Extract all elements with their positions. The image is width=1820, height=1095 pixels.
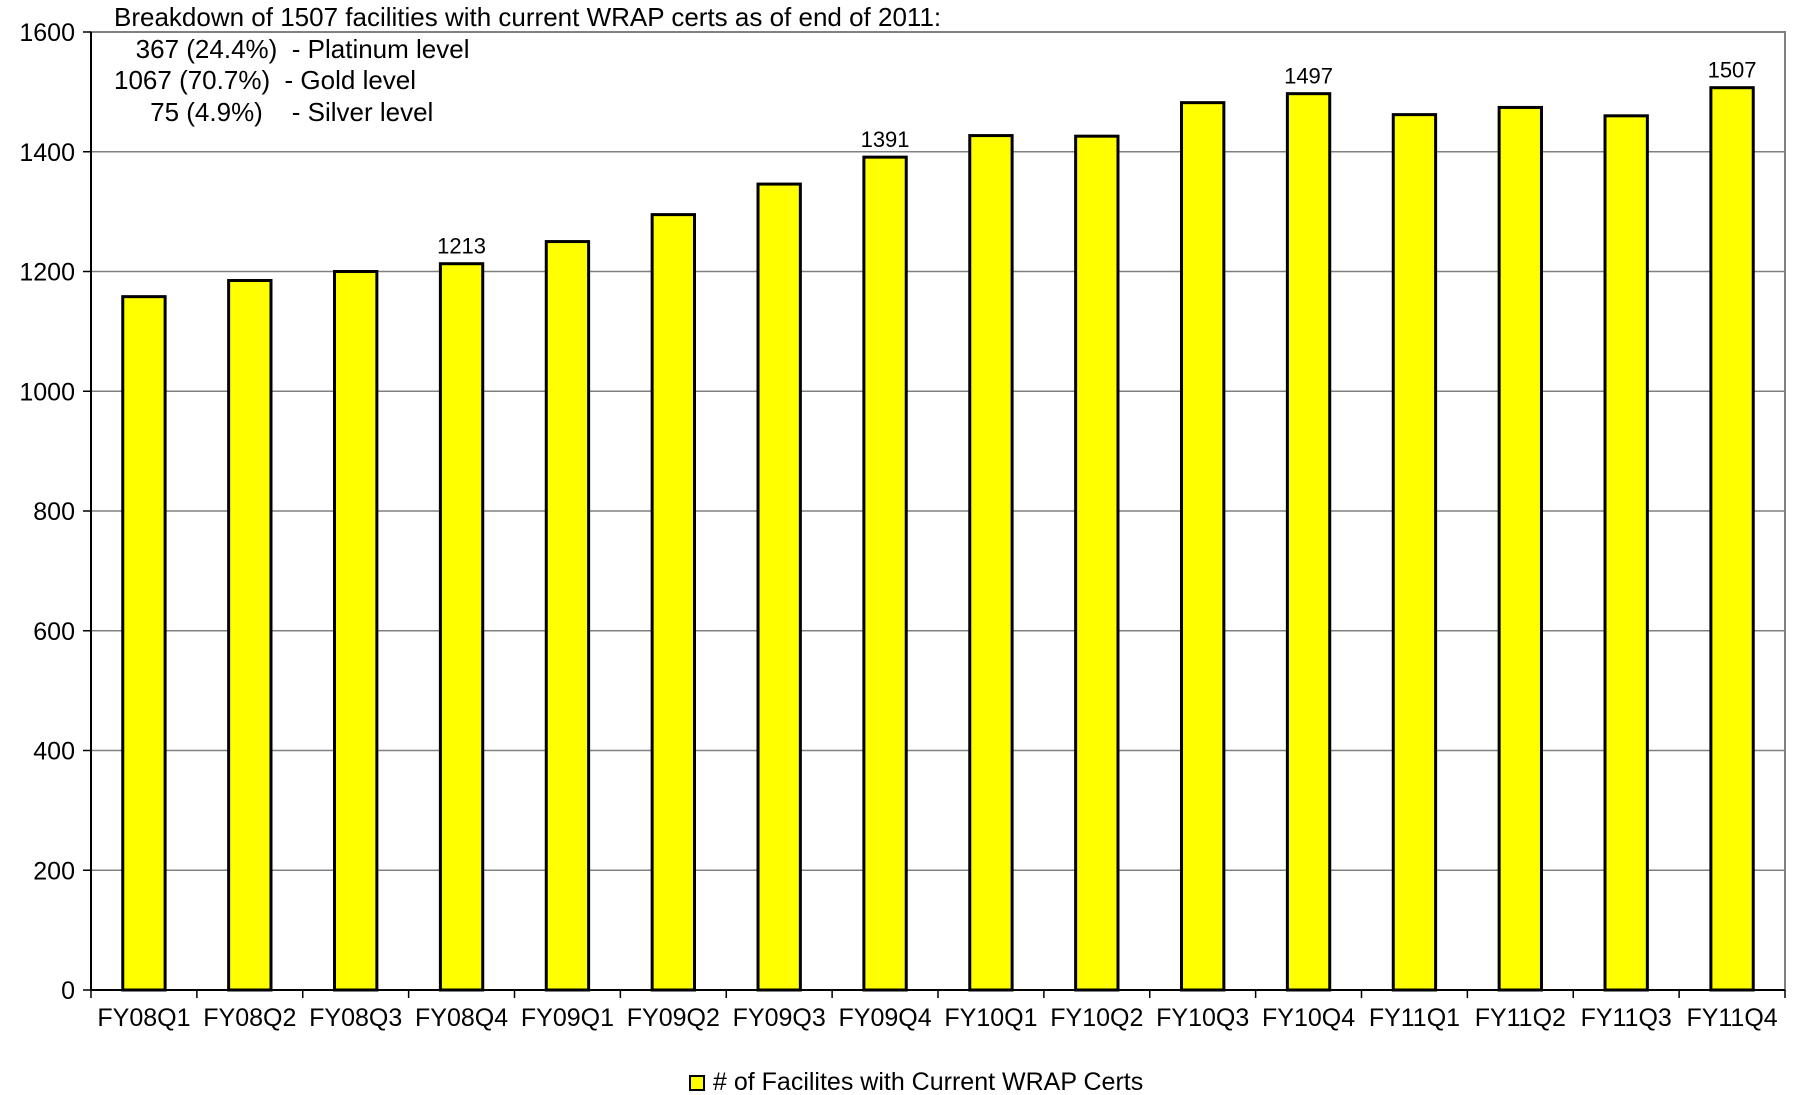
y-tick-label: 200 bbox=[33, 857, 75, 885]
legend-swatch bbox=[689, 1075, 705, 1091]
bar-FY11Q4 bbox=[1709, 86, 1755, 992]
x-tick-label: FY11Q1 bbox=[1369, 1004, 1460, 1032]
x-tick-label: FY08Q2 bbox=[203, 1004, 296, 1032]
x-tick-label: FY11Q4 bbox=[1686, 1004, 1777, 1032]
bar-FY08Q1 bbox=[121, 295, 167, 992]
x-tick-label: FY09Q3 bbox=[733, 1004, 826, 1032]
x-tick-label: FY09Q2 bbox=[627, 1004, 720, 1032]
bar-FY10Q1 bbox=[968, 134, 1014, 992]
x-tick-label: FY10Q1 bbox=[944, 1004, 1037, 1032]
x-tick-label: FY10Q3 bbox=[1156, 1004, 1249, 1032]
y-tick-label: 1400 bbox=[19, 139, 75, 167]
bars bbox=[121, 86, 1755, 992]
y-tick-label: 1000 bbox=[19, 378, 75, 406]
breakdown-annotation: Breakdown of 1507 facilities with curren… bbox=[114, 2, 941, 127]
y-tick-label: 600 bbox=[33, 618, 75, 646]
data-label: 1391 bbox=[861, 127, 910, 152]
legend-label: # of Facilites with Current WRAP Certs bbox=[713, 1068, 1143, 1095]
annotation-line: 1067 (70.7%) - Gold level bbox=[114, 65, 416, 95]
bar-FY10Q3 bbox=[1180, 101, 1226, 992]
bar-FY09Q1 bbox=[544, 240, 591, 992]
axes bbox=[83, 31, 1786, 998]
y-tick-label: 1200 bbox=[19, 259, 75, 287]
bar-FY09Q3 bbox=[756, 182, 802, 992]
x-tick-label: FY08Q4 bbox=[415, 1004, 508, 1032]
x-tick-label: FY11Q3 bbox=[1581, 1004, 1672, 1032]
data-labels: 1213 1391 1497 1507 bbox=[437, 58, 1756, 259]
data-label: 1497 bbox=[1284, 64, 1333, 89]
bar-FY10Q4 bbox=[1285, 92, 1332, 992]
y-tick-label: 800 bbox=[33, 498, 75, 526]
x-tick-label: FY10Q2 bbox=[1050, 1004, 1143, 1032]
y-tick-label: 1600 bbox=[19, 19, 75, 47]
y-tick-label: 0 bbox=[61, 977, 75, 1005]
bar-FY09Q2 bbox=[650, 213, 696, 992]
bar-FY09Q4 bbox=[862, 155, 908, 992]
bar-FY11Q2 bbox=[1497, 105, 1543, 992]
x-tick-label: FY09Q4 bbox=[839, 1004, 932, 1032]
bar-FY11Q3 bbox=[1603, 114, 1649, 992]
bar-FY08Q4 bbox=[438, 262, 485, 992]
annotation-line: 367 (24.4%) - Platinum level bbox=[114, 34, 470, 64]
x-tick-label: FY11Q2 bbox=[1475, 1004, 1566, 1032]
data-label: 1507 bbox=[1708, 58, 1757, 83]
bar-FY08Q2 bbox=[227, 278, 273, 992]
bar-FY11Q1 bbox=[1391, 113, 1438, 992]
x-tick-label: FY09Q1 bbox=[521, 1004, 614, 1032]
y-axis-tick-labels: 0 200 400 600 800 1000 1200 1400 1600 bbox=[19, 19, 75, 1005]
bar-FY08Q3 bbox=[333, 270, 379, 992]
annotation-line: Breakdown of 1507 facilities with curren… bbox=[114, 2, 941, 32]
y-tick-label: 400 bbox=[33, 738, 75, 766]
x-axis-tick-labels: FY08Q1 FY08Q2 FY08Q3 FY08Q4 FY09Q1 FY09Q2 FY09… bbox=[97, 1004, 1777, 1032]
x-tick-label: FY08Q1 bbox=[97, 1004, 190, 1032]
annotation-line: 75 (4.9%) - Silver level bbox=[114, 97, 433, 127]
legend: # of Facilites with Current WRAP Certs bbox=[689, 1068, 1143, 1095]
bar-FY10Q2 bbox=[1074, 134, 1120, 992]
x-tick-label: FY08Q3 bbox=[309, 1004, 402, 1032]
x-tick-label: FY10Q4 bbox=[1262, 1004, 1355, 1032]
data-label: 1213 bbox=[437, 234, 486, 259]
